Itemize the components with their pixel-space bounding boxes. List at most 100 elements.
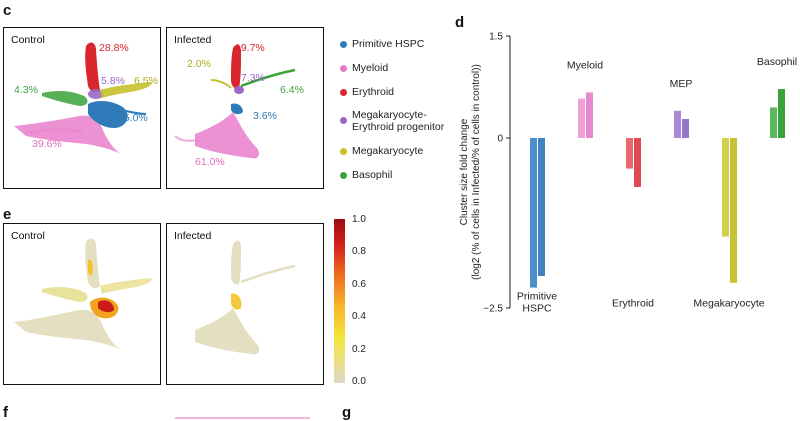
control-pct-megakaryocyte: 6.5% [134,75,158,87]
colorbar-tick-0.6: 0.6 [352,279,366,290]
y-axis-label-line2: (log2 (% of cells in Infected/% of cells… [471,64,482,280]
panel-letter-g: g [342,404,352,421]
bar-mep-2 [682,118,689,138]
control-pct-myeloid: 39.6% [32,138,62,150]
legend-dot-myeloid [340,65,347,72]
legend-label-mep-line1: Megakaryocyte- [352,109,427,121]
e-control-top-arm [85,238,100,289]
panel-c-control-title: Control [11,34,45,46]
bar-basophil-2 [778,89,785,138]
infected-pct-hspc: 3.6% [253,110,277,122]
bars [530,89,785,288]
panel-letter-e: e [3,206,12,223]
bar-myeloid-2 [586,92,593,138]
infected-erythroid-cluster [231,44,241,89]
legend-label-hspc: Primitive HSPC [352,38,425,50]
panel-letter-d: d [455,14,465,31]
colorbar-tick-1.0: 1.0 [352,214,366,225]
group-label-megakaryocyte: Megakaryocyte [693,297,764,309]
legend-dot-mep [340,117,347,124]
bar-megakaryocyte-1 [722,138,729,237]
infected-myeloid-cluster [195,112,259,159]
control-pct-basophil: 4.3% [14,84,38,96]
legend-dot-basophil [340,172,347,179]
e-control-left-arm [42,287,88,302]
panel-letter-c: c [3,2,12,19]
infected-mep-cluster [234,86,244,94]
infected-pct-megakaryocyte: 2.0% [187,58,211,70]
colorbar-tick-0.8: 0.8 [352,246,366,257]
control-mep-cluster [88,89,104,99]
legend-label-megakaryocyte: Megakaryocyte [352,145,424,157]
group-label-mep: MEP [670,78,693,90]
legend-item-hspc: Primitive HSPC [340,38,425,50]
legend-item-erythroid: Erythroid [340,86,394,98]
e-infected-density-base [195,308,259,355]
colorbar-tick-0.0: 0.0 [352,376,366,387]
group-label-myeloid: Myeloid [567,59,603,71]
cluster-legend: Primitive HSPC Myeloid Erythroid Megakar… [340,38,462,188]
bar-mep-1 [674,110,681,138]
bar-erythroid-2 [634,138,641,187]
control-pct-hspc: 15.0% [118,112,148,124]
panel-e-control-plot [14,238,152,350]
panel-c-infected-title: Infected [174,34,212,46]
infected-pct-basophil: 6.4% [280,84,304,96]
e-infected-hotspot [231,293,242,310]
infected-pct-myeloid: 61.0% [195,156,225,168]
e-infected-top-arm [231,240,241,285]
infected-hspc-cluster [231,103,243,115]
panel-c-control: Control 28.8% 5.8% 6.5% 4.3% 15.0% 39.6% [3,27,161,189]
control-erythroid-cluster [85,42,100,93]
e-control-hotspot-top [88,259,93,276]
panel-d-bar-chart: Cluster size fold change (log2 (% of cel… [459,32,797,315]
colorbar-tick-0.2: 0.2 [352,344,366,355]
legend-item-myeloid: Myeloid [340,62,389,74]
legend-label-mep-line2: Erythroid progenitor [352,121,445,133]
panel-e-infected: Infected [166,223,324,385]
e-control-density-base [14,309,122,350]
infected-myeloid-arm [174,135,198,142]
legend-item-mep: Megakaryocyte- Erythroid progenitor [340,109,445,133]
e-control-right-arm [100,278,152,294]
legend-label-myeloid: Myeloid [352,62,389,74]
y-tick-label: 0 [497,134,503,145]
panel-e-infected-title: Infected [174,230,212,242]
infected-megakaryocyte-cluster [210,79,232,89]
panel-e-control-title: Control [11,230,45,242]
bar-megakaryocyte-2 [730,138,737,283]
group-label-primitive-hspc: HSPC [522,303,552,315]
y-axis-label-line1: Cluster size fold change [459,118,470,225]
infected-basophil-cluster [240,68,296,88]
control-myeloid-cluster [14,115,122,154]
legend-dot-megakaryocyte [340,148,347,155]
y-tick-label: 1.5 [489,32,503,43]
panel-f-strip [175,417,310,419]
panel-c-infected: Infected 19.7% 2.0% 7.3% 6.4% 3.6% 61.0% [166,27,324,189]
e-infected-right-arm [240,264,296,284]
group-label-erythroid: Erythroid [612,297,654,309]
control-myeloid-arm [23,128,85,135]
legend-item-megakaryocyte: Megakaryocyte [340,145,424,157]
infected-pct-erythroid: 19.7% [235,42,265,54]
colorbar [334,219,345,383]
y-ticks: 1.5 0 −2.5 [483,32,510,315]
legend-dot-hspc [340,41,347,48]
group-label-primitive-hspc: Primitive [517,291,557,303]
legend-label-basophil: Basophil [352,169,393,181]
panel-letter-f: f [3,404,8,421]
control-pct-mep: 5.8% [101,75,125,87]
panel-c-infected-plot [174,44,296,159]
bar-basophil-1 [770,107,777,138]
e-control-hotspot-core [98,300,114,313]
panel-e-infected-plot [195,240,296,355]
bar-myeloid-1 [578,98,585,138]
legend-item-basophil: Basophil [340,169,393,181]
control-pct-erythroid: 28.8% [99,42,129,54]
group-label-basophil: Basophil [757,56,797,68]
bar-primitive-hspc-2 [538,138,545,277]
legend-dot-erythroid [340,89,347,96]
y-tick-label: −2.5 [483,304,503,315]
panel-c-control-plot [14,42,152,154]
